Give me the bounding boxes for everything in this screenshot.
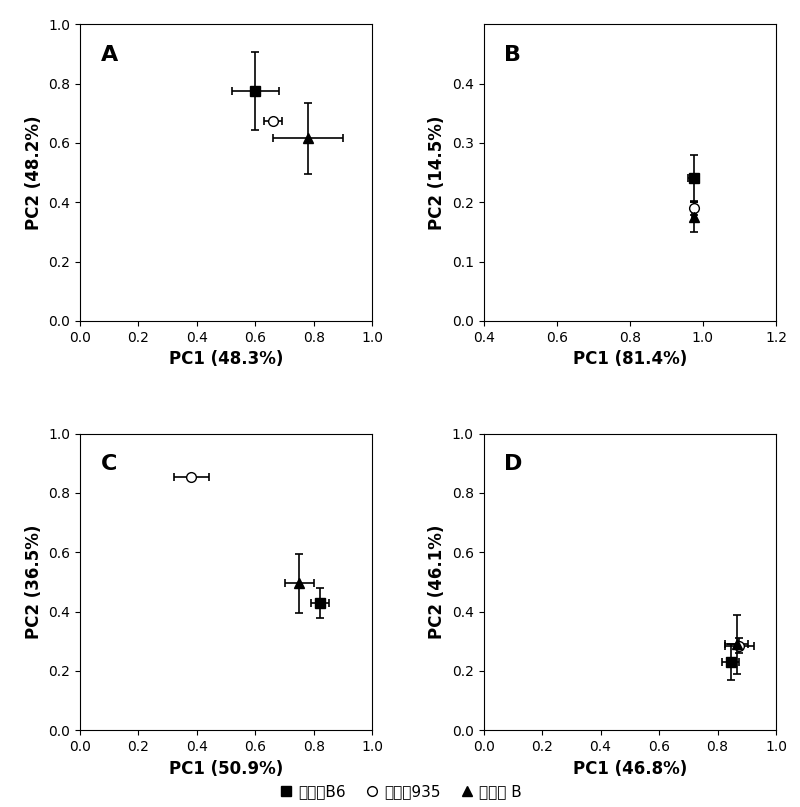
X-axis label: PC1 (50.9%): PC1 (50.9%) bbox=[169, 759, 283, 778]
Y-axis label: PC2 (48.2%): PC2 (48.2%) bbox=[25, 115, 42, 230]
Y-axis label: PC2 (14.5%): PC2 (14.5%) bbox=[428, 115, 446, 230]
Text: A: A bbox=[101, 45, 118, 65]
Text: B: B bbox=[504, 45, 521, 65]
X-axis label: PC1 (81.4%): PC1 (81.4%) bbox=[573, 350, 687, 368]
Text: D: D bbox=[504, 454, 522, 475]
Y-axis label: PC2 (36.5%): PC2 (36.5%) bbox=[25, 525, 42, 639]
Legend: ：华池B6, ：娜早935, ：中九 B: ：华池B6, ：娜早935, ：中九 B bbox=[278, 784, 522, 800]
Text: C: C bbox=[101, 454, 117, 475]
X-axis label: PC1 (46.8%): PC1 (46.8%) bbox=[573, 759, 687, 778]
Y-axis label: PC2 (46.1%): PC2 (46.1%) bbox=[428, 525, 446, 639]
X-axis label: PC1 (48.3%): PC1 (48.3%) bbox=[169, 350, 283, 368]
